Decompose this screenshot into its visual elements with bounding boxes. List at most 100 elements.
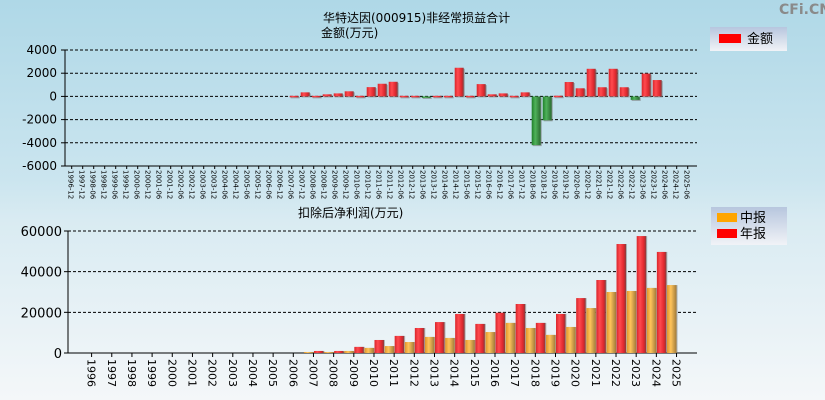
bar — [366, 87, 376, 97]
x-tick-label: 1999 — [145, 359, 158, 387]
x-tick-label: 2004-12 — [232, 170, 240, 199]
x-tick-label: 2017-12 — [518, 170, 526, 199]
bar — [616, 244, 627, 353]
bar — [414, 327, 425, 353]
legend-label: 金额 — [747, 31, 773, 47]
bar — [531, 96, 541, 146]
x-tick-label: 2006-12 — [276, 170, 284, 199]
bar — [505, 322, 516, 353]
x-tick-label: 2008 — [327, 359, 340, 387]
x-tick-label: 2024-12 — [672, 170, 680, 199]
bar — [626, 290, 637, 353]
x-tick-label: 2014 — [448, 359, 461, 387]
x-tick-label: 2005 — [266, 359, 279, 387]
x-tick-label: 2015-06 — [463, 170, 471, 200]
x-tick-label: 2019-12 — [562, 170, 570, 199]
bar-shadow — [400, 96, 410, 99]
bar — [443, 95, 453, 98]
x-tick-label: 2020-06 — [573, 170, 581, 200]
bar — [333, 93, 343, 97]
bar — [564, 82, 574, 97]
bar — [303, 351, 314, 353]
x-tick-label: 2004 — [246, 359, 259, 387]
bar — [630, 96, 640, 100]
y-tick-label: 4000 — [26, 43, 57, 57]
x-tick-label: 1997-12 — [78, 170, 86, 199]
bar — [656, 251, 667, 353]
x-tick-label: 2006-06 — [265, 170, 273, 200]
bar — [476, 84, 486, 97]
y-tick-label: 60000 — [21, 225, 62, 240]
x-tick-label: 2022-12 — [628, 170, 636, 199]
bar — [334, 350, 344, 353]
bar-shadow — [554, 96, 564, 99]
legend-swatch — [717, 213, 737, 222]
bar — [374, 339, 384, 353]
x-tick-label: 2018 — [528, 359, 541, 387]
bar — [515, 303, 526, 353]
x-tick-label: 2000 — [165, 359, 178, 387]
x-tick-label: 2018-06 — [529, 170, 537, 200]
bar — [495, 312, 505, 353]
x-tick-label: 2003-06 — [199, 170, 207, 200]
bar — [404, 342, 415, 353]
x-tick-label: 2024-06 — [661, 170, 669, 200]
x-tick-label: 2009-06 — [331, 170, 339, 200]
x-tick-label: 2002 — [206, 359, 219, 387]
bar-shadow — [290, 96, 300, 99]
top-chart-title: 华特达因(000915)非经常损益合计 — [323, 10, 510, 25]
bar — [575, 88, 585, 97]
x-tick-label: 2015 — [468, 359, 481, 387]
x-tick-label: 2013 — [427, 359, 440, 387]
bar — [354, 346, 364, 353]
top-chart-ylabel: 金额(万元) — [321, 25, 378, 40]
bar-shadow — [356, 96, 366, 99]
x-tick-label: 2003 — [226, 359, 239, 387]
bar — [597, 87, 607, 97]
legend-label: 中报 — [740, 211, 766, 226]
bar-shadow — [444, 96, 454, 99]
y-tick-label: 40000 — [21, 266, 62, 281]
x-tick-label: 2022-06 — [617, 170, 625, 200]
x-tick-label: 2016-12 — [496, 170, 504, 199]
bar — [596, 280, 606, 353]
bar — [465, 339, 475, 353]
x-tick-label: 1999-06 — [111, 170, 119, 200]
bar — [424, 336, 435, 353]
bar — [300, 92, 310, 97]
x-tick-label: 2023-06 — [639, 170, 647, 200]
x-tick-label: 2010-12 — [364, 170, 372, 199]
bar — [566, 326, 576, 353]
bar — [608, 68, 618, 97]
y-tick-label: 0 — [54, 347, 62, 362]
bar — [322, 94, 332, 97]
bar — [586, 308, 596, 353]
bar — [520, 92, 530, 97]
x-tick-label: 2013-12 — [430, 170, 438, 199]
x-tick-label: 2001-06 — [155, 170, 163, 200]
x-tick-label: 2010-06 — [353, 170, 361, 200]
y-tick-label: -2000 — [22, 113, 57, 127]
x-tick-label: 2025 — [670, 359, 683, 387]
x-tick-label: 2014-06 — [441, 170, 449, 200]
bar — [455, 313, 465, 353]
x-tick-label: 2007-12 — [298, 170, 306, 199]
x-tick-label: 2023 — [629, 359, 642, 387]
x-tick-label: 2018-12 — [540, 170, 548, 199]
bar — [355, 95, 365, 98]
x-tick-label: 1998 — [125, 359, 138, 387]
x-tick-label: 2019 — [549, 359, 562, 387]
x-tick-label: 2002-12 — [188, 170, 196, 199]
x-tick-label: 2020-12 — [584, 170, 592, 199]
x-tick-label: 1998-12 — [100, 170, 108, 199]
bar-shadow — [411, 96, 421, 99]
x-tick-label: 2015-12 — [474, 170, 482, 199]
bar-shadow — [466, 96, 476, 99]
x-tick-label: 2007 — [306, 359, 319, 387]
x-tick-label: 1997 — [105, 359, 118, 387]
x-tick-label: 2000-06 — [133, 170, 141, 200]
bar — [324, 351, 334, 353]
x-tick-label: 2003-12 — [210, 170, 218, 199]
x-tick-label: 2021-06 — [595, 170, 603, 200]
